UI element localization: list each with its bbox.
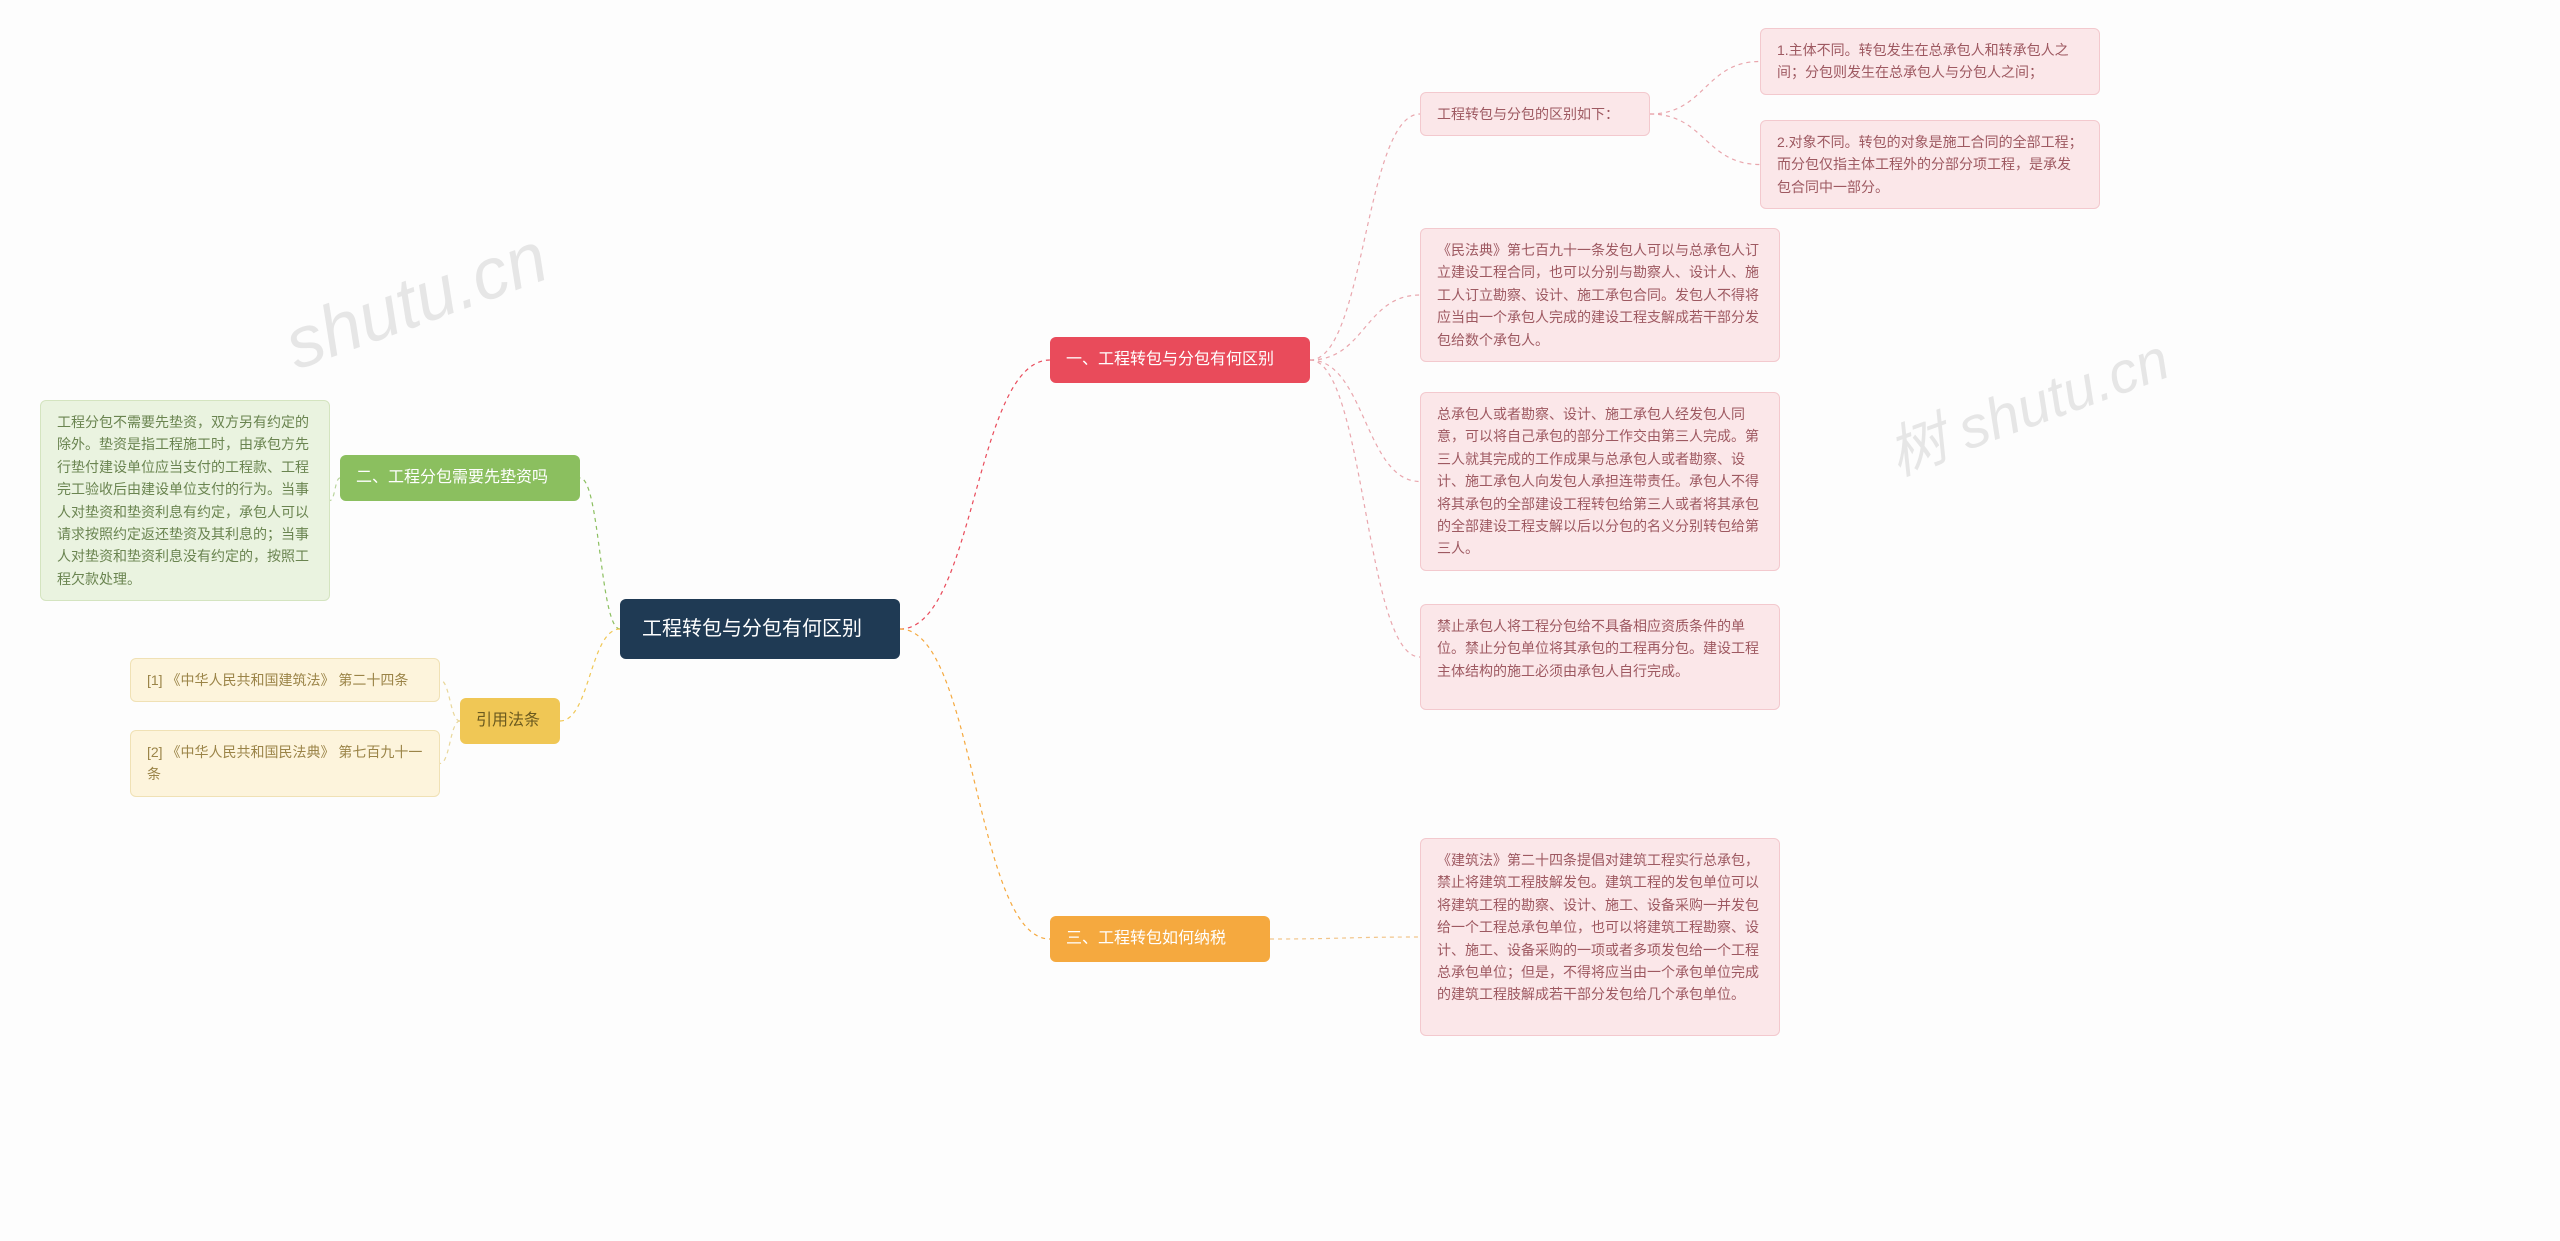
- watermark: shutu.cn: [274, 216, 558, 386]
- connector: [900, 360, 1050, 629]
- mindmap-node-b1b: 《民法典》第七百九十一条发包人可以与总承包人订立建设工程合同，也可以分别与勘察人…: [1420, 228, 1780, 362]
- mindmap-node-b1a: 工程转包与分包的区别如下：: [1420, 92, 1650, 136]
- connector: [1310, 360, 1420, 482]
- connector: [440, 721, 460, 764]
- connector: [1310, 295, 1420, 360]
- mindmap-node-b1d: 禁止承包人将工程分包给不具备相应资质条件的单位。禁止分包单位将其承包的工程再分包…: [1420, 604, 1780, 710]
- mindmap-node-b4b: [2] 《中华人民共和国民法典》 第七百九十一条: [130, 730, 440, 797]
- watermark: 树 shutu.cn: [1874, 312, 2178, 491]
- mindmap-node-b2: 二、工程分包需要先垫资吗: [340, 455, 580, 501]
- mindmap-node-b1c: 总承包人或者勘察、设计、施工承包人经发包人同意，可以将自己承包的部分工作交由第三…: [1420, 392, 1780, 571]
- connector: [440, 680, 460, 721]
- connector: [330, 478, 340, 501]
- connector: [1650, 62, 1760, 115]
- connector: [1650, 114, 1760, 165]
- mindmap-node-b3a: 《建筑法》第二十四条提倡对建筑工程实行总承包，禁止将建筑工程肢解发包。建筑工程的…: [1420, 838, 1780, 1036]
- mindmap-node-b3: 三、工程转包如何纳税: [1050, 916, 1270, 962]
- mindmap-node-b4a: [1] 《中华人民共和国建筑法》 第二十四条: [130, 658, 440, 702]
- connector: [1270, 937, 1420, 939]
- connector: [900, 629, 1050, 939]
- mindmap-node-b4: 引用法条: [460, 698, 560, 744]
- connector: [560, 629, 620, 721]
- connector-layer: [0, 0, 2560, 1241]
- mindmap-node-b1a1: 1.主体不同。转包发生在总承包人和转承包人之间；分包则发生在总承包人与分包人之间…: [1760, 28, 2100, 95]
- mindmap-node-root: 工程转包与分包有何区别: [620, 599, 900, 659]
- mindmap-node-b1: 一、工程转包与分包有何区别: [1050, 337, 1310, 383]
- mindmap-node-b2a: 工程分包不需要先垫资，双方另有约定的除外。垫资是指工程施工时，由承包方先行垫付建…: [40, 400, 330, 601]
- connector: [1310, 360, 1420, 657]
- connector: [1310, 114, 1420, 360]
- connector: [580, 478, 620, 629]
- mindmap-node-b1a2: 2.对象不同。转包的对象是施工合同的全部工程；而分包仅指主体工程外的分部分项工程…: [1760, 120, 2100, 209]
